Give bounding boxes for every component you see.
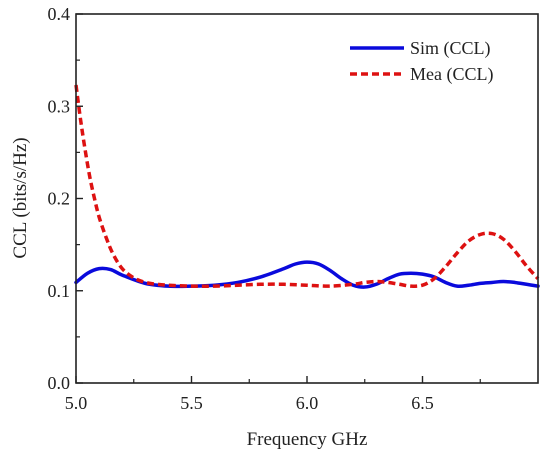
plot-area xyxy=(76,14,538,383)
y-tick-label: 0.3 xyxy=(48,96,71,116)
y-tick-label: 0.2 xyxy=(48,189,71,209)
y-tick-label: 0.4 xyxy=(48,4,71,24)
legend-label-1: Sim (CCL) xyxy=(410,38,491,59)
y-tick-label: 0.1 xyxy=(48,281,71,301)
series-line-1 xyxy=(74,260,540,289)
y-axis-title: CCL (bits/s/Hz) xyxy=(10,137,31,258)
x-tick-label: 5.0 xyxy=(65,393,88,413)
x-axis-title: Frequency GHz xyxy=(247,429,368,450)
legend: Sim (CCL) Mea (CCL) xyxy=(350,38,493,85)
y-tick-label: 0.0 xyxy=(48,373,71,393)
series-line-2 xyxy=(74,84,540,289)
legend-label-2: Mea (CCL) xyxy=(410,64,493,85)
x-tick-label: 5.5 xyxy=(180,393,203,413)
tick-layer: 5.0 5.5 6.0 6.5 0.0 0.1 0.2 0.3 0.4 xyxy=(48,4,481,413)
x-tick-label: 6.0 xyxy=(296,393,319,413)
series-layer xyxy=(74,84,540,289)
x-tick-label: 6.5 xyxy=(411,393,434,413)
